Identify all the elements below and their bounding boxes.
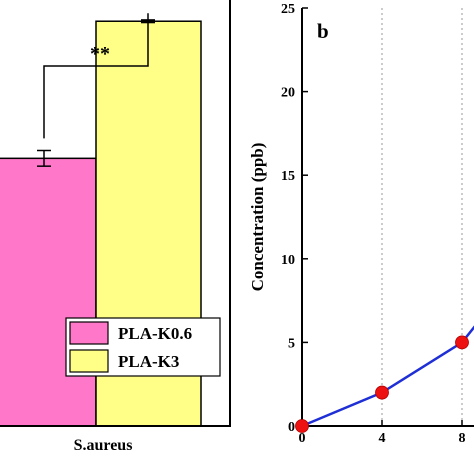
panel-label-b: b [317,19,329,43]
x-tick-label-0: 0 [299,431,306,446]
x-tick-group: 0 4 8 [299,420,466,446]
legend-label-pla-k3: PLA-K3 [118,352,179,371]
x-category-label: S.aureus [74,437,133,454]
y-tick-label-0: 0 [288,420,295,435]
x-tick-label-8: 8 [459,431,466,446]
data-point-0 [295,419,309,433]
significance-bracket [43,13,149,139]
x-tick-label-4: 4 [379,431,386,446]
y-tick-label-5: 5 [288,336,295,351]
bar-series-group [0,20,202,427]
series-markers [295,335,469,433]
legend-label-pla-k06: PLA-K0.6 [118,324,192,343]
vertical-grid-lines [381,8,463,426]
legend-swatch-pla-k3 [69,349,109,373]
panel-b-axes [301,8,474,427]
bar-pla-k06 [0,157,97,427]
legend-swatch-pla-k06 [69,321,109,345]
series-line [301,325,474,428]
data-point-8 [455,335,469,350]
y-tick-label-10: 10 [281,253,295,268]
significance-label: ** [90,43,110,65]
legend: PLA-K0.6 PLA-K3 [65,317,221,377]
y-tick-label-20: 20 [281,86,295,101]
y-tick-label-15: 15 [281,169,295,184]
y-axis-label: Concentration (ppb) [248,143,267,292]
panel-a-bar-chart: ** S.aureus PLA-K0.6 PLA-K3 [0,0,231,454]
y-tick-label-25: 25 [281,2,295,17]
y-tick-group: 0 5 10 15 20 25 [281,2,308,435]
data-point-4 [375,385,389,400]
panel-a-axes [0,0,231,427]
panel-b-line-chart: 0 5 10 15 20 25 0 4 8 b Concentration (ppb) [248,2,474,446]
